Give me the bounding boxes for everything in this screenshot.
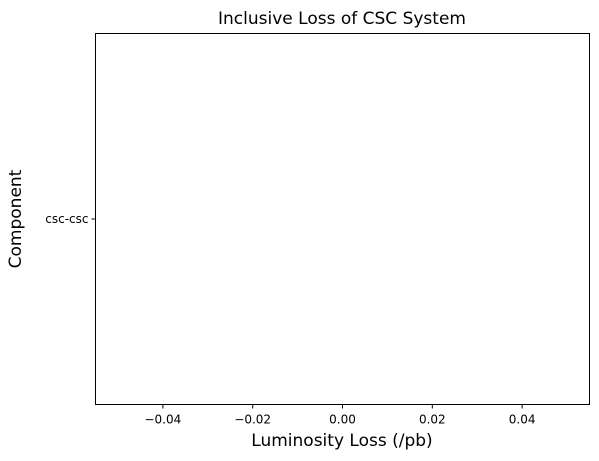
x-tick-label: 0.04	[509, 413, 536, 427]
x-tick-label: 0.02	[419, 413, 446, 427]
y-axis-label: Component	[6, 169, 26, 268]
x-tick-label: −0.02	[234, 413, 271, 427]
plot-frame	[95, 33, 590, 405]
x-tick-label: 0.00	[329, 413, 356, 427]
x-axis-label: Luminosity Loss (/pb)	[251, 431, 432, 451]
x-tick-label: −0.04	[144, 413, 181, 427]
y-tick-label: csc-csc	[45, 212, 88, 226]
x-axis-ticks: −0.04 −0.02 0.00 0.02 0.04	[144, 404, 536, 427]
chart-title: Inclusive Loss of CSC System	[218, 9, 466, 29]
y-axis-ticks: csc-csc	[45, 212, 96, 226]
